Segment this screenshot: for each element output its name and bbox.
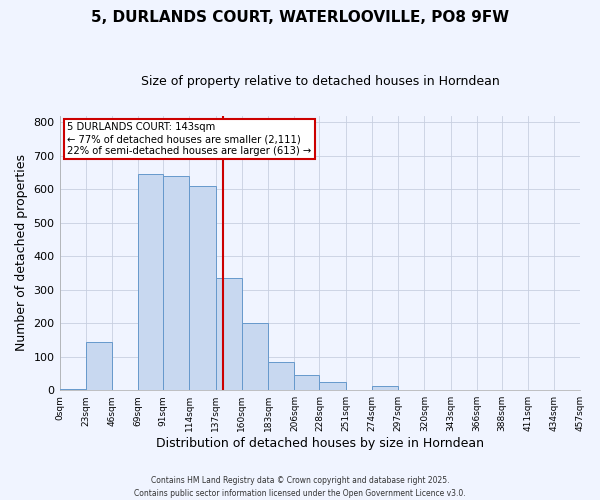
Bar bbox=[86, 342, 112, 390]
Bar bbox=[59, 388, 86, 390]
Bar bbox=[190, 186, 216, 390]
Bar bbox=[372, 386, 398, 390]
Title: Size of property relative to detached houses in Horndean: Size of property relative to detached ho… bbox=[140, 75, 499, 88]
Text: 5, DURLANDS COURT, WATERLOOVILLE, PO8 9FW: 5, DURLANDS COURT, WATERLOOVILLE, PO8 9F… bbox=[91, 10, 509, 25]
Y-axis label: Number of detached properties: Number of detached properties bbox=[15, 154, 28, 352]
Text: 5 DURLANDS COURT: 143sqm
← 77% of detached houses are smaller (2,111)
22% of sem: 5 DURLANDS COURT: 143sqm ← 77% of detach… bbox=[67, 122, 311, 156]
Bar bbox=[163, 176, 190, 390]
Bar bbox=[295, 375, 319, 390]
Bar bbox=[268, 362, 295, 390]
Bar bbox=[138, 174, 163, 390]
Bar bbox=[242, 323, 268, 390]
Bar bbox=[216, 278, 242, 390]
Text: Contains HM Land Registry data © Crown copyright and database right 2025.
Contai: Contains HM Land Registry data © Crown c… bbox=[134, 476, 466, 498]
X-axis label: Distribution of detached houses by size in Horndean: Distribution of detached houses by size … bbox=[156, 437, 484, 450]
Bar bbox=[319, 382, 346, 390]
